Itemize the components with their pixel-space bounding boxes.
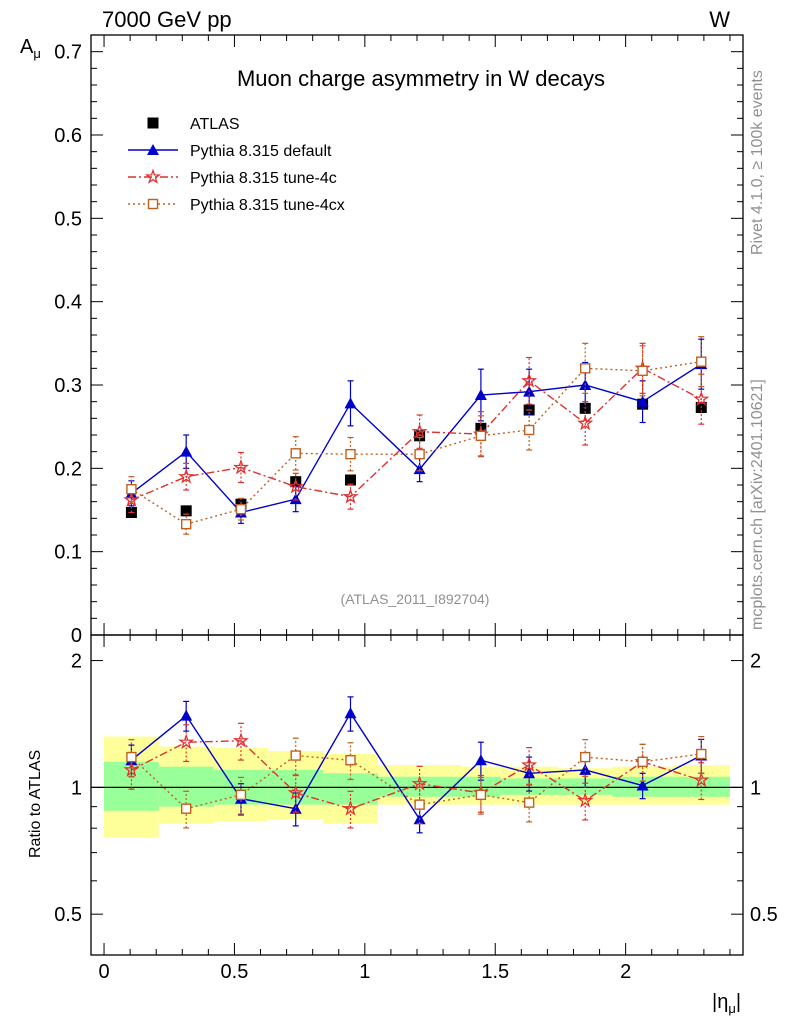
legend-marker xyxy=(147,144,159,155)
data-point xyxy=(180,505,192,517)
top-frame xyxy=(90,34,744,636)
ratio-point xyxy=(577,792,594,808)
ratio-y-tick-label: 2 xyxy=(71,651,82,673)
ratio-point xyxy=(126,751,137,763)
ratio-point xyxy=(342,800,359,816)
ratio-point xyxy=(235,789,247,801)
ratio-ylabel: Ratio to ATLAS xyxy=(27,750,44,858)
ratio-point xyxy=(178,733,195,750)
analysis-id: (ATLAS_2011_I892704) xyxy=(341,591,490,607)
legend-marker xyxy=(144,168,162,184)
data-point xyxy=(126,483,137,495)
x-tick-label: 0 xyxy=(98,961,109,983)
legend-label-atlas: ATLAS xyxy=(190,116,240,133)
y-tick-label: 0.5 xyxy=(54,208,82,230)
legend-marker xyxy=(147,198,159,210)
y-tick-label: 0.1 xyxy=(54,542,82,564)
series-line-3 xyxy=(131,360,702,525)
xlabel: |ημ| xyxy=(712,991,741,1016)
chart-title: Muon charge asymmetry in W decays xyxy=(237,66,605,91)
ratio-y-tick-label-right: 2 xyxy=(750,651,761,673)
x-tick-label: 0.5 xyxy=(221,961,249,983)
data-point xyxy=(180,445,193,457)
data-point xyxy=(637,365,648,377)
ratio-point xyxy=(290,750,301,761)
data-point xyxy=(411,423,428,439)
data-point xyxy=(523,424,535,436)
y-tick-label: 0.6 xyxy=(54,125,82,147)
top-ylabel: Aμ xyxy=(20,36,41,61)
ratio-point xyxy=(474,754,487,766)
header-right: W xyxy=(709,7,730,32)
ratio-y-tick-label-right: 1 xyxy=(750,777,761,799)
ratio-point xyxy=(580,751,591,763)
legend-label-tune4cx: Pythia 8.315 tune-4cx xyxy=(190,197,345,214)
ratio-point xyxy=(521,756,538,772)
data-point xyxy=(123,491,140,507)
ratio-point xyxy=(180,709,193,721)
data-point xyxy=(178,468,195,484)
data-point xyxy=(474,389,487,400)
y-tick-label: 0 xyxy=(71,625,82,647)
legend-label-default: Pythia 8.315 default xyxy=(190,143,332,160)
y-tick-label: 0.7 xyxy=(54,42,82,64)
data-point xyxy=(636,395,649,407)
ratio-point xyxy=(411,775,428,791)
ratio-point xyxy=(636,779,649,791)
data-point xyxy=(180,518,192,530)
ratio-point xyxy=(696,748,707,760)
ratio-point xyxy=(180,803,192,814)
header-left: 7000 GeV pp xyxy=(102,7,232,32)
data-point xyxy=(235,503,247,515)
legend-label-tune4c: Pythia 8.315 tune-4c xyxy=(190,170,337,187)
data-point xyxy=(232,459,249,475)
y-tick-label: 0.3 xyxy=(54,375,82,397)
data-point xyxy=(344,397,357,409)
data-point xyxy=(342,488,359,504)
rivet-watermark: Rivet 4.1.0, ≥ 100k events xyxy=(749,70,766,255)
ratio-point xyxy=(637,756,648,768)
ratio-y-tick-label: 1 xyxy=(71,777,82,799)
plot-graphics xyxy=(90,34,744,956)
ratio-line-2 xyxy=(131,740,702,810)
data-point xyxy=(696,356,707,367)
ratio-point xyxy=(345,755,356,766)
ratio-point xyxy=(344,707,357,719)
data-point xyxy=(693,390,710,407)
ratio-point xyxy=(287,784,304,800)
ratio-y-tick-label: 0.5 xyxy=(54,904,82,926)
ratio-y-tick-label-right: 0.5 xyxy=(750,904,778,926)
ratio-point xyxy=(123,761,140,777)
x-tick-label: 2 xyxy=(620,961,631,983)
data-point xyxy=(345,448,356,460)
mcplots-watermark: mcplots.cern.ch [arXiv:2401.10621] xyxy=(749,379,766,630)
ratio-point xyxy=(579,763,592,775)
y-tick-label: 0.2 xyxy=(54,458,82,480)
ratio-point xyxy=(693,771,710,788)
data-point xyxy=(287,478,304,494)
data-point xyxy=(521,372,538,388)
x-tick-label: 1 xyxy=(359,961,370,983)
ratio-point xyxy=(523,767,536,779)
ratio-point xyxy=(414,799,425,810)
ratio-point xyxy=(475,789,487,801)
data-point xyxy=(414,448,425,460)
data-point xyxy=(580,363,591,374)
ratio-point xyxy=(523,797,535,808)
data-point xyxy=(344,474,356,486)
data-point xyxy=(577,414,594,431)
ratio-point xyxy=(232,732,249,748)
y-tick-label: 0.4 xyxy=(54,292,82,314)
legend-marker-atlas xyxy=(147,117,159,129)
x-tick-label: 1.5 xyxy=(481,961,509,983)
data-point xyxy=(290,448,301,459)
band-inner xyxy=(158,766,214,807)
data-point xyxy=(475,430,487,442)
plot-labels: 7000 GeV pp W Muon charge asymmetry in W… xyxy=(20,7,778,1016)
